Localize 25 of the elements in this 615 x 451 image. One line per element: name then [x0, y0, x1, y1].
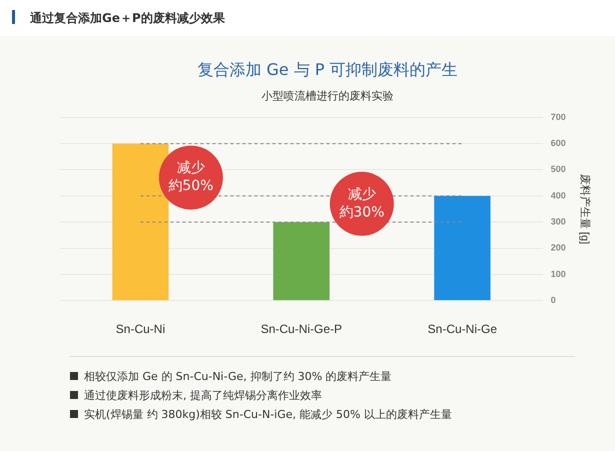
bar	[112, 144, 169, 300]
y-axis-title: 废料产生量 [g]	[578, 174, 592, 244]
annotation: 約30%	[339, 204, 384, 220]
y-tick-label: 100	[550, 268, 566, 279]
y-tick-label: 700	[550, 112, 566, 122]
annotation: 約50%	[168, 178, 214, 194]
x-tick-label: Sn-Cu-Ni-Ge-P	[260, 322, 342, 336]
y-tick-label: 0	[550, 295, 556, 306]
text: 相较仅添加 Ge 的 Sn-Cu-Ni-Ge, 抑制了约 30% 的废料产生量	[84, 370, 392, 383]
chart-title: 复合添加 Ge 与 P 可抑制废料的产生	[197, 60, 458, 79]
y-tick-label: 500	[550, 164, 566, 174]
y-tick-label: 600	[550, 138, 566, 148]
y-tick-label: 300	[550, 216, 566, 227]
annotation: 减少	[176, 160, 205, 176]
y-tick-label: 200	[550, 242, 566, 253]
text: 通过使废料形成粉末, 提高了纯焊锡分离作业效率	[84, 389, 322, 402]
text: 实机(焊锡量 约 380kg)相较 Sn-Cu-N-iGe, 能减少 50% 以上的废料产生量	[84, 408, 452, 421]
y-tick-label: 400	[550, 190, 566, 200]
bar	[273, 222, 330, 300]
text: 通过复合添加Ge＋P的废料减少效果	[30, 10, 225, 26]
x-tick-label: Sn-Cu-Ni-Ge	[428, 322, 498, 336]
bar	[434, 196, 490, 300]
x-tick-label: Sn-Cu-Ni	[116, 322, 166, 336]
chart-subtitle: 小型喷流槽进行的废料实验	[262, 90, 394, 103]
annotation: 减少	[348, 186, 376, 202]
